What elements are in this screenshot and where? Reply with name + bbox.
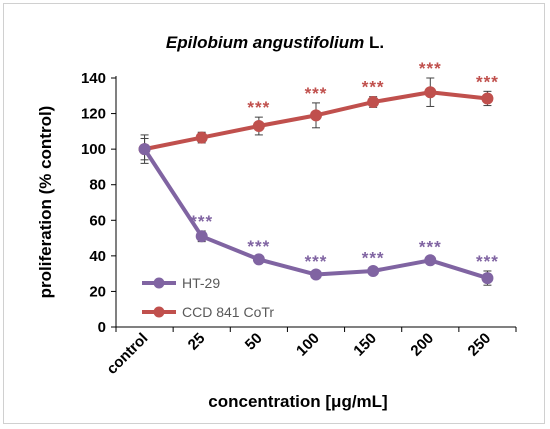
x-tick-label: 25 xyxy=(185,330,209,354)
significance-label: *** xyxy=(476,72,499,91)
significance-label: *** xyxy=(305,252,328,271)
significance-label: *** xyxy=(190,212,213,231)
y-tick-label: 100 xyxy=(81,141,106,158)
legend-label: HT-29 xyxy=(182,275,220,291)
y-tick-label: 140 xyxy=(81,70,106,87)
data-point xyxy=(481,92,494,105)
chart-title-suffix: L. xyxy=(364,33,384,52)
line-chart: Epilobium angustifolium L. proliferation… xyxy=(36,33,517,411)
y-axis-label: proliferation (% control) xyxy=(36,106,55,299)
data-point xyxy=(367,264,380,277)
y-tick-label: 20 xyxy=(89,283,106,300)
chart-title-italic: Epilobium angustifolium xyxy=(166,33,364,52)
legend-label: CCD 841 CoTr xyxy=(182,304,274,320)
x-tick-label: 200 xyxy=(407,330,437,360)
data-point xyxy=(310,268,322,281)
y-tick-label: 60 xyxy=(89,212,106,229)
data-point xyxy=(424,86,437,99)
legend-swatch-marker xyxy=(153,306,165,318)
significance-label: *** xyxy=(476,252,499,271)
x-tick-label: 50 xyxy=(242,330,266,354)
x-tick-label: 150 xyxy=(350,330,380,360)
significance-label: *** xyxy=(419,238,442,257)
significance-label: *** xyxy=(419,59,442,78)
significance-label: *** xyxy=(305,84,328,103)
significance-label: *** xyxy=(247,98,270,117)
data-point xyxy=(481,272,494,285)
significance-label: *** xyxy=(362,248,385,267)
y-tick-label: 80 xyxy=(89,177,106,194)
legend-swatch-marker xyxy=(153,277,165,289)
data-point xyxy=(138,143,151,156)
x-tick-label: 100 xyxy=(293,330,323,360)
chart-title: Epilobium angustifolium L. xyxy=(166,33,384,52)
plot-area: 0 20 40 60 80 100 120 140 control 25 50 100 150 200 25… xyxy=(81,59,517,378)
significance-label: *** xyxy=(247,237,270,256)
data-point xyxy=(310,109,322,122)
data-point xyxy=(424,254,437,267)
significance-label: *** xyxy=(362,78,385,97)
x-tick-label: 250 xyxy=(465,330,495,360)
data-point xyxy=(195,230,208,243)
y-tick-label: 120 xyxy=(81,106,106,123)
x-axis-label: concentration [μg/mL] xyxy=(208,392,387,411)
data-point xyxy=(367,96,380,109)
data-point xyxy=(252,120,265,133)
x-tick-label: control xyxy=(103,330,151,378)
y-tick-label: 40 xyxy=(89,248,106,265)
y-tick-label: 0 xyxy=(98,319,106,336)
data-point xyxy=(252,253,265,266)
data-point xyxy=(195,131,208,144)
chart-frame: Epilobium angustifolium L. proliferation… xyxy=(3,3,545,424)
